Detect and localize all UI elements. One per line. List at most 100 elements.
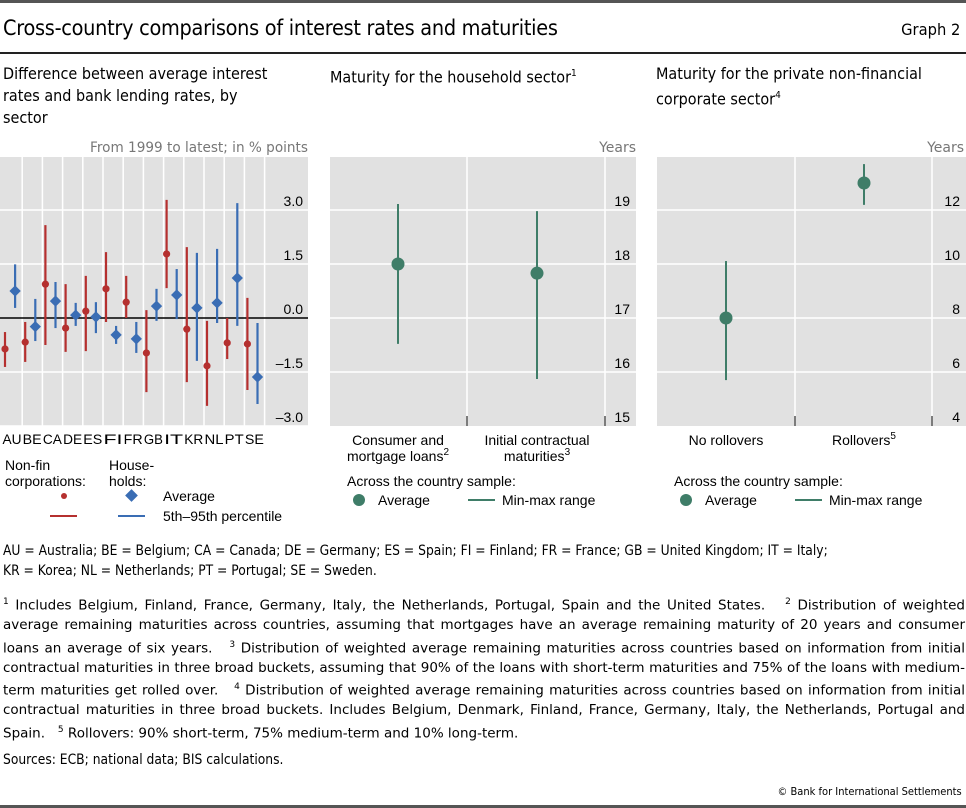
x-category-label: mortgage loans2 <box>347 447 450 464</box>
nonfin-average-point <box>62 324 70 332</box>
panel-1-legend: Non-fin corporations: House- holds: Aver… <box>5 457 282 524</box>
footnote-ref: 2 <box>443 447 449 458</box>
legend-average-label: Average <box>705 492 757 508</box>
plot-background <box>657 157 966 426</box>
legend-households-average-marker <box>125 489 138 502</box>
sources-note: Sources: ECB; national data; BIS calcula… <box>3 752 284 768</box>
x-category-label: maturities3 <box>504 447 571 464</box>
households-average-point <box>191 302 203 314</box>
nonfin-average-point <box>142 349 150 357</box>
y-tick-label: 4 <box>952 409 960 425</box>
y-tick-label: –1.5 <box>276 355 303 371</box>
x-tick-label: NL <box>205 432 225 447</box>
legend-heading: Across the country sample: <box>674 473 843 489</box>
x-tick-label: ES <box>83 432 102 447</box>
y-tick-label: 0.0 <box>284 301 304 317</box>
y-tick-label: 1.5 <box>284 247 304 263</box>
nonfin-average-point <box>41 280 50 288</box>
legend-group-nonfin-label: corporations: <box>5 473 86 489</box>
copyright: © Bank for International Settlements <box>777 785 962 798</box>
footnote-number: 2 <box>785 597 791 607</box>
footnote-ref: 4 <box>775 90 781 101</box>
top-rule <box>0 0 966 3</box>
y-tick-label: 15 <box>614 409 630 425</box>
x-tick-label: IT <box>164 432 183 447</box>
y-tick-label: 10 <box>944 247 960 263</box>
x-tick-label: GB <box>144 432 163 447</box>
panel-3-unit-label: Years <box>926 140 964 156</box>
footnote-text: Rollovers: 90% short-term, 75% medium-te… <box>67 725 519 741</box>
y-tick-label: 17 <box>614 301 630 317</box>
x-tick-label: BE <box>23 432 42 447</box>
legend-group-nonfin-label: Non-fin <box>5 457 50 473</box>
legend-average-label: Average <box>163 488 215 504</box>
average-point <box>719 311 733 325</box>
average-point <box>530 266 544 280</box>
nonfin-average-point <box>82 307 90 315</box>
panel-1-plot: 3.0 1.5 0.0 –1.5 –3.0 AU BE CA DE ES FI FR GB IT KR NL P… <box>0 157 308 447</box>
y-tick-label: 18 <box>614 247 630 263</box>
footnote-text: Includes Belgium, Finland, France, Germa… <box>15 597 766 614</box>
panel-3-plot: 12 10 8 6 4 No rollovers Rollovers5 <box>657 157 966 448</box>
legend-group-households-label: holds: <box>109 473 146 489</box>
panel-1-title: Difference between average interest rate… <box>3 63 267 129</box>
x-tick-label: KR <box>184 432 203 447</box>
y-tick-label: 19 <box>614 193 630 209</box>
panel-2-unit-label: Years <box>598 140 636 156</box>
legend-group-households-label: House- <box>109 457 154 473</box>
panel-3-title-line: corporate sector <box>656 89 776 109</box>
y-tick-label: 8 <box>952 301 960 317</box>
nonfin-average-point <box>21 338 29 346</box>
panel-3-title-line: Maturity for the private non-financial <box>656 64 922 83</box>
footnote-number: 1 <box>3 597 9 607</box>
bottom-rule <box>0 805 966 808</box>
legend-average-marker <box>353 494 365 506</box>
footnote-ref: 3 <box>565 447 571 458</box>
panel-1-unit-label: From 1999 to latest; in % points <box>90 140 308 156</box>
y-tick-label: –3.0 <box>276 409 303 425</box>
x-category-label: Consumer and <box>352 432 444 448</box>
panel-3-title: Maturity for the private non-financial c… <box>656 63 922 110</box>
footnote-number: 5 <box>57 724 64 735</box>
abbreviations-line: KR = Korea; NL = Netherlands; PT = Portu… <box>3 563 377 579</box>
legend-nonfin-average-marker <box>61 493 67 499</box>
panel-3-legend: Across the country sample: Average Min-m… <box>674 473 923 508</box>
x-tick-label: SE <box>245 432 264 447</box>
households-average-point <box>171 289 183 301</box>
x-category-label: Initial contractual <box>484 432 589 448</box>
legend-heading: Across the country sample: <box>347 473 516 489</box>
x-tick-label: CA <box>43 432 62 447</box>
footnote-text: Distribution of weighted average remaini… <box>3 682 966 742</box>
households-average-point <box>211 297 223 309</box>
y-tick-label: 3.0 <box>284 193 304 209</box>
households-average-point <box>130 333 142 345</box>
footnote-text: Distribution of weighted average remaini… <box>3 640 966 699</box>
header-rule <box>0 52 966 54</box>
y-tick-label: 6 <box>952 355 960 371</box>
panel-2-title-text: Maturity for the household sector <box>330 67 572 87</box>
nonfin-average-point <box>223 339 231 347</box>
panel-2-title: Maturity for the household sector1 <box>330 63 577 88</box>
legend-range-label: Min-max range <box>502 492 596 508</box>
households-average-point <box>49 295 62 307</box>
x-tick-label: FR <box>124 432 143 447</box>
footnotes: 1 Includes Belgium, Finland, France, Ger… <box>3 593 965 744</box>
panel-1-title-line: Difference between average interest <box>3 64 268 83</box>
nonfin-average-point <box>203 362 211 370</box>
plot-background <box>330 157 636 426</box>
nonfin-average-point <box>243 340 251 348</box>
households-average-point <box>150 300 163 312</box>
panel-1-title-line: sector <box>3 108 48 127</box>
households-average-point <box>231 272 243 284</box>
average-point <box>857 176 871 190</box>
legend-range-label: 5th–95th percentile <box>163 508 282 524</box>
panel-1-title-line: rates and bank lending rates, by <box>3 86 238 105</box>
graph-title: Cross-country comparisons of interest ra… <box>3 16 558 40</box>
nonfin-average-point <box>102 285 110 293</box>
y-tick-label: 16 <box>614 355 630 371</box>
nonfin-average-point <box>183 325 191 333</box>
average-point <box>391 257 405 271</box>
x-tick-label: AU <box>3 432 22 447</box>
footnote-text: Distribution of weighted average remaini… <box>3 597 966 657</box>
